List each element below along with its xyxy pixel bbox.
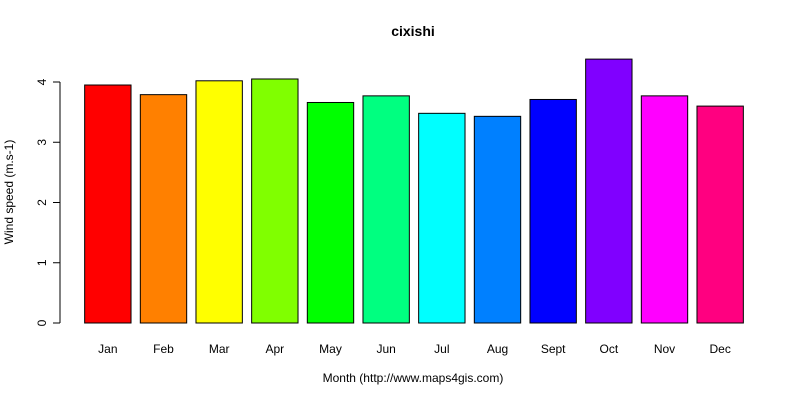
x-tick-label: Oct	[599, 342, 618, 356]
x-tick-label: Jul	[434, 342, 449, 356]
bars-group	[84, 58, 744, 324]
bar-jul	[418, 112, 466, 324]
x-tick-label: Apr	[265, 342, 284, 356]
x-tick-label: Jan	[98, 342, 117, 356]
x-axis-label: Month (http://www.maps4gis.com)	[323, 371, 504, 385]
bar-jan	[84, 84, 132, 324]
x-tick-label: Nov	[654, 342, 675, 356]
x-tick-label: Feb	[153, 342, 174, 356]
y-tick-label: 2	[35, 199, 49, 206]
bar-oct	[585, 58, 633, 324]
bar-mar	[195, 80, 243, 324]
bar-nov	[640, 95, 689, 324]
x-tick-label: Sept	[541, 342, 566, 356]
bar-may	[306, 101, 355, 324]
x-tick-label: Dec	[709, 342, 730, 356]
bar-dec	[696, 105, 744, 324]
y-tick-label: 0	[35, 319, 49, 326]
x-tick-label: Jun	[376, 342, 395, 356]
y-tick-label: 1	[35, 259, 49, 266]
x-tick-labels: Jan Feb Mar Apr May Jun Jul Aug Sept Oct Nov Dec	[98, 342, 731, 356]
x-tick-label: Aug	[487, 342, 508, 356]
x-tick-label: Mar	[209, 342, 230, 356]
y-axis-label: Wind speed (m.s-1)	[2, 140, 16, 245]
bar-sept	[529, 98, 577, 324]
bar-aug	[473, 115, 522, 324]
y-axis: 0 1 2 3 4	[35, 78, 61, 326]
x-tick-label: May	[319, 342, 342, 356]
y-tick-label: 3	[35, 139, 49, 146]
bar-apr	[251, 78, 299, 324]
bar-jun	[362, 95, 410, 324]
chart-title: cixishi	[391, 23, 435, 39]
y-tick-label: 4	[35, 78, 49, 85]
bar-feb	[139, 94, 188, 324]
